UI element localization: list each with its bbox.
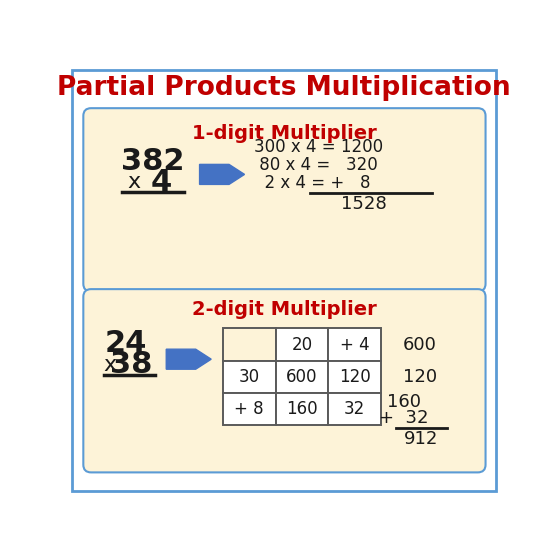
Bar (223, 329, 275, 361)
Bar (275, 393, 328, 426)
Text: 80 x 4 =   320: 80 x 4 = 320 (254, 156, 377, 174)
Bar (328, 329, 381, 361)
Text: 160: 160 (387, 392, 421, 411)
Text: + 4: + 4 (340, 336, 370, 354)
Text: 2 x 4 = +   8: 2 x 4 = + 8 (254, 174, 370, 192)
Text: 24: 24 (105, 329, 147, 359)
Text: + 8: + 8 (234, 400, 264, 418)
Text: x: x (127, 172, 140, 192)
Text: 600: 600 (403, 336, 437, 354)
Text: 120: 120 (339, 368, 370, 386)
Text: 20: 20 (291, 336, 312, 354)
Bar (223, 393, 275, 426)
Text: x: x (103, 355, 116, 375)
Text: 30: 30 (239, 368, 260, 386)
Text: +  32: + 32 (380, 410, 429, 427)
Bar (275, 361, 328, 393)
FancyBboxPatch shape (83, 108, 486, 291)
Text: 120: 120 (402, 368, 437, 386)
Bar (275, 329, 328, 361)
Text: 1528: 1528 (341, 195, 387, 214)
Text: 32: 32 (344, 400, 365, 418)
Text: 912: 912 (404, 430, 438, 447)
Text: 160: 160 (286, 400, 317, 418)
Bar (328, 361, 381, 393)
Text: 2-digit Multiplier: 2-digit Multiplier (191, 300, 376, 319)
FancyArrow shape (200, 164, 245, 184)
Text: 1-digit Multiplier: 1-digit Multiplier (191, 124, 376, 143)
Text: Partial Products Multiplication: Partial Products Multiplication (57, 75, 511, 101)
Bar (223, 361, 275, 393)
Text: 38: 38 (110, 350, 153, 379)
Text: 382: 382 (122, 147, 185, 176)
Bar (328, 393, 381, 426)
Text: 4: 4 (150, 168, 171, 196)
Text: 300 x 4 = 1200: 300 x 4 = 1200 (254, 138, 383, 157)
Text: 600: 600 (286, 368, 317, 386)
FancyArrow shape (166, 349, 211, 369)
FancyBboxPatch shape (83, 289, 486, 472)
